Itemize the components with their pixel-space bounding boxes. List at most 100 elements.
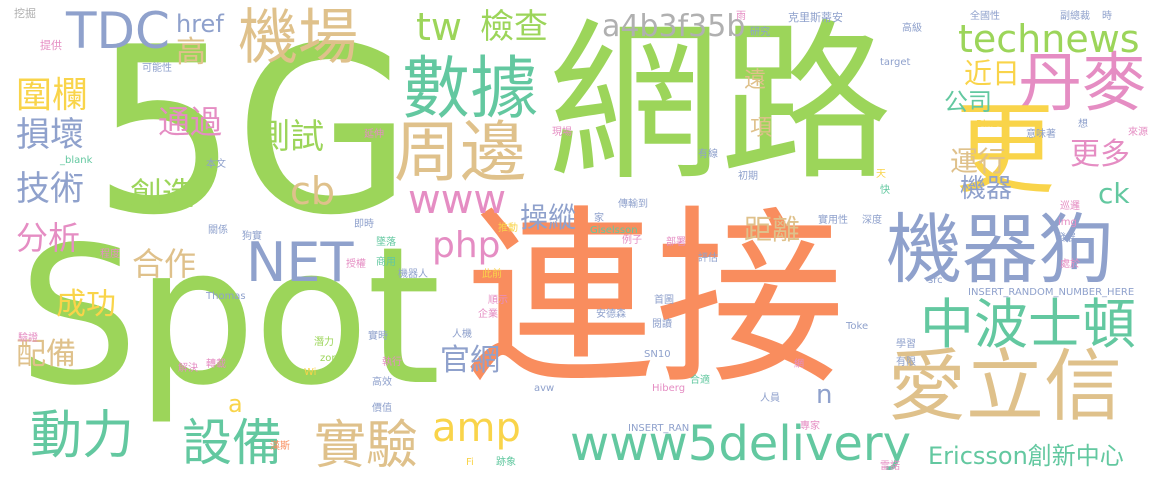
word-small: 有線 xyxy=(698,149,718,160)
word-small: 全國性 xyxy=(970,11,1000,22)
word-small: 實時 xyxy=(368,331,388,342)
word-small: 人機 xyxy=(452,329,472,340)
word-small: 閱讀 xyxy=(652,319,672,330)
word-far: 遠 xyxy=(744,68,767,93)
word-small: Binzer xyxy=(976,119,1008,130)
word-small: 專家 xyxy=(800,421,820,432)
word-small: 解決 xyxy=(178,363,198,374)
word-test: 測試 xyxy=(256,117,324,157)
word-small: 來源 xyxy=(1128,127,1148,138)
word-small: img xyxy=(1058,217,1077,228)
word-small: 驗證 xyxy=(18,333,38,344)
word-small: 安德森 xyxy=(596,309,626,320)
word-small: INSERT_RANDOM_NUMBER_HERE xyxy=(968,287,1135,298)
word-create: 創造 xyxy=(130,175,195,213)
word-small: 順示 xyxy=(488,295,508,306)
word-php: php xyxy=(432,225,501,266)
word-small: 轉載 xyxy=(206,359,226,370)
word-small: 機器人 xyxy=(398,269,428,280)
word-ericsson-cn: 愛立信 xyxy=(888,342,1123,432)
word-small: 合適 xyxy=(690,375,710,386)
word-check: 檢查 xyxy=(480,7,548,47)
word-small: 發展 xyxy=(1056,233,1076,244)
word-small: 延伸 xyxy=(364,129,384,140)
word-power: 動力 xyxy=(30,406,135,466)
word-5g: 5G xyxy=(92,0,413,266)
word-n: n xyxy=(816,380,833,410)
word-small: 時 xyxy=(1102,11,1112,22)
word-small: 漢斯 xyxy=(270,441,290,452)
word-small: 意味著 xyxy=(1026,129,1056,140)
word-small: avw xyxy=(534,383,555,394)
word-small: 傳輸到 xyxy=(618,199,648,210)
word-small: 學習 xyxy=(896,339,916,350)
word-small: 關係 xyxy=(208,225,228,236)
word-small: 高級 xyxy=(902,23,922,34)
word-small: zoneid xyxy=(320,353,353,364)
word-spot: Spot xyxy=(18,206,441,427)
word-small: 企業 xyxy=(478,309,498,320)
word-small: Fi xyxy=(466,457,474,468)
word-small: 有限 xyxy=(896,357,916,368)
word-small: 狗實 xyxy=(242,231,262,242)
word-small: Toke xyxy=(846,321,869,332)
word-small: 提供 xyxy=(40,39,62,52)
word-small: 深度 xyxy=(862,215,882,226)
word-tw: tw xyxy=(416,5,462,49)
word-net: NET xyxy=(246,231,354,294)
word-small: 雨 xyxy=(736,11,746,22)
word-small: Wi xyxy=(304,367,317,378)
word-small: SN10 xyxy=(644,349,671,360)
word-cb: cb xyxy=(290,169,336,213)
word-small: Hiberg xyxy=(652,383,686,394)
word-small: 挖掘 xyxy=(14,7,36,20)
word-small: 商用 xyxy=(376,257,396,268)
word-small: 人員 xyxy=(760,393,780,404)
word-small: 此前 xyxy=(482,269,502,280)
word-boston: 中波士頓 xyxy=(920,293,1136,356)
word-run: 運行 xyxy=(950,145,1007,178)
word-small: 本文 xyxy=(206,159,226,170)
word-small: 首圖 xyxy=(654,295,674,306)
word-robot-dog: 機器狗 xyxy=(886,205,1114,294)
word-analysis: 分析 xyxy=(16,219,81,257)
word-connect: 連接 xyxy=(465,189,846,410)
word-periphery: 周邊 xyxy=(394,114,526,191)
word-high: 高 xyxy=(176,35,206,70)
word-small: 高效 xyxy=(372,377,392,388)
word-website: 官網 xyxy=(440,343,500,378)
word-small: 家 xyxy=(594,213,604,224)
word-technews: technews xyxy=(958,17,1140,61)
word-small: Giselsson xyxy=(590,225,638,236)
word-www: www xyxy=(408,177,507,223)
word-airport: 機場 xyxy=(238,3,358,73)
word-amp: amp xyxy=(432,405,521,451)
word-distance: 距離 xyxy=(744,213,801,246)
word-small: 雷諾 xyxy=(880,461,900,472)
word-small: 執行 xyxy=(382,357,402,368)
word-small: 研究 xyxy=(750,27,770,38)
word-small: 克里斯蒂安 xyxy=(788,11,843,24)
word-small: target xyxy=(880,57,911,68)
word-cooperate: 合作 xyxy=(132,245,197,283)
word-href: href xyxy=(176,10,224,38)
word-ericsson-innovation: Ericsson創新中心 xyxy=(928,442,1124,470)
word-more-2: 更多 xyxy=(1070,137,1130,172)
word-small: 處於 xyxy=(1060,259,1080,270)
word-small: 評估 xyxy=(698,253,718,264)
word-small: 想 xyxy=(1078,119,1088,130)
word-small: 網 xyxy=(794,359,804,370)
word-small: 實用性 xyxy=(818,215,848,226)
word-small: 部署 xyxy=(666,237,686,248)
word-small: 巡邏 xyxy=(1060,201,1080,212)
word-small: 現場 xyxy=(552,127,572,138)
word-machine: 機器 xyxy=(960,174,1013,204)
word-control: 操縱 xyxy=(520,201,577,234)
word-more: 更 xyxy=(955,91,1055,208)
word-success: 成功 xyxy=(56,287,116,322)
word-small: 即時 xyxy=(354,219,374,230)
word-small: 價值 xyxy=(372,403,392,414)
word-small: 跡象 xyxy=(496,457,516,468)
word-small: 快 xyxy=(880,185,890,196)
